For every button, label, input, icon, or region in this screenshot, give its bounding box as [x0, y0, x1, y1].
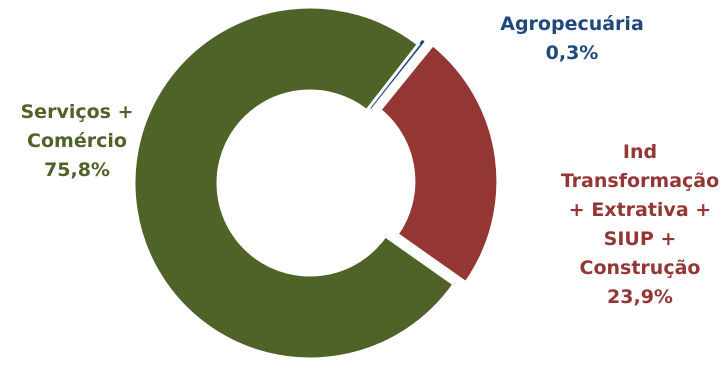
slice-label-line: Serviços +: [21, 101, 134, 123]
slice-value-agropecuaria: 0,3%: [546, 42, 599, 64]
slice-label-line: Construção: [580, 257, 701, 279]
slice-value-servicos: 75,8%: [44, 159, 110, 181]
labels-layer: Agropecuária 0,3% Ind Transformação + Extrat…: [21, 13, 720, 308]
slice-label-servicos: Serviços + Comércio 75,8%: [21, 101, 134, 181]
slice-label-line: SIUP +: [604, 228, 677, 250]
slice-label-line: Ind: [623, 141, 657, 163]
slice-label-line: Comércio: [27, 130, 127, 152]
slice-label-industria: Ind Transformação + Extrativa + SIUP + Const…: [561, 141, 719, 308]
slice-label-line: Agropecuária: [500, 13, 644, 35]
slice-value-industria: 23,9%: [607, 286, 673, 308]
slice-industria: [377, 42, 500, 285]
slice-label-line: Transformação: [561, 170, 719, 192]
slice-servicos: [132, 5, 457, 361]
slices-layer: [132, 5, 500, 361]
slice-label-line: + Extrativa +: [569, 199, 711, 221]
slice-label-agropecuaria: Agropecuária 0,3%: [500, 13, 644, 64]
